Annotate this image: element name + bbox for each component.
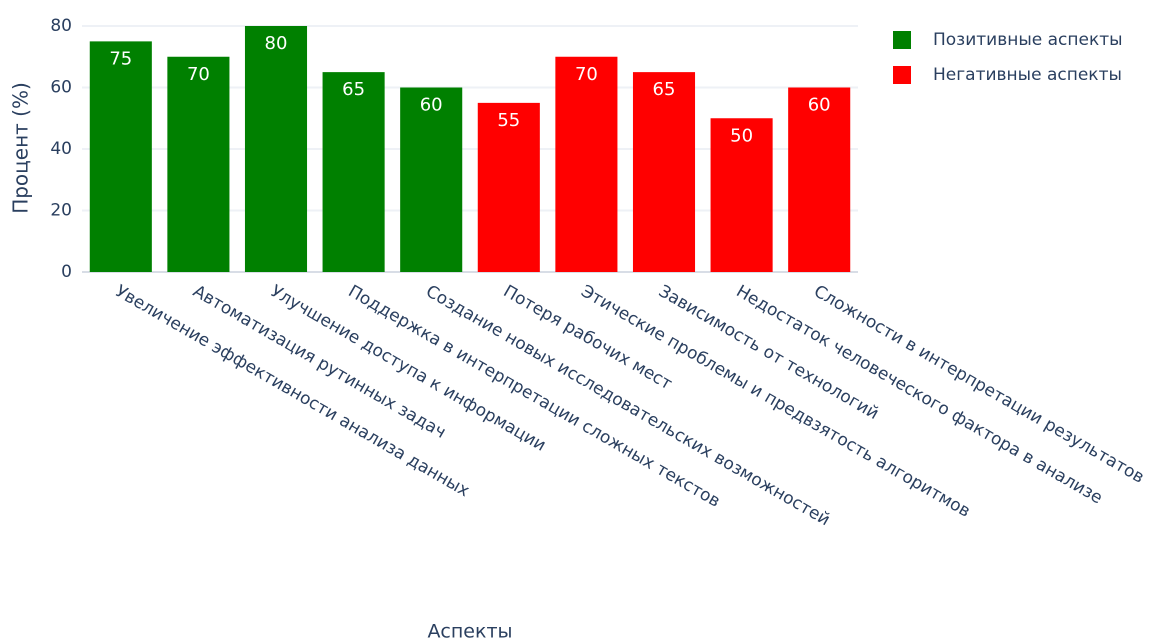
bar [167, 56, 230, 272]
bar [244, 26, 308, 272]
bar [555, 56, 618, 272]
legend-label: Негативные аспекты [933, 65, 1122, 85]
data-label: 65 [342, 79, 365, 100]
y-tick-label: 60 [50, 78, 72, 98]
data-label: 75 [109, 48, 132, 69]
y-tick-label: 0 [61, 262, 72, 282]
y-tick-label: 80 [50, 16, 72, 36]
data-label: 65 [653, 79, 676, 100]
data-label: 60 [420, 95, 443, 116]
bar [322, 72, 385, 272]
y-axis-title: Процент (%) [9, 82, 33, 214]
data-label: 50 [730, 125, 753, 146]
data-label: 70 [575, 64, 598, 85]
data-label: 80 [265, 33, 288, 54]
legend-swatch [893, 66, 911, 84]
legend-swatch [893, 31, 911, 49]
y-tick-label: 20 [50, 201, 72, 221]
bar [89, 41, 152, 272]
legend-label: Позитивные аспекты [933, 30, 1123, 50]
y-tick-label: 40 [50, 139, 72, 159]
data-label: 70 [187, 64, 210, 85]
x-tick-label: Увеличение эффективности анализа данных [112, 281, 473, 501]
bar [788, 87, 851, 272]
data-label: 60 [808, 95, 831, 116]
bar [477, 102, 540, 272]
bar [632, 72, 696, 272]
data-label: 55 [497, 110, 520, 131]
bar [400, 87, 463, 272]
x-axis-title: Аспекты [427, 621, 512, 643]
bar [710, 118, 773, 272]
